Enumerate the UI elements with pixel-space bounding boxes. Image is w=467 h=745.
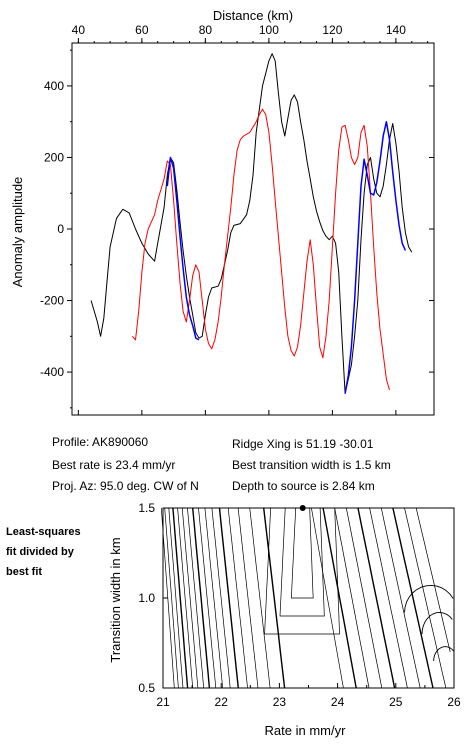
top-x-axis-label: Distance (km) [213, 8, 293, 23]
bottom-x-tick-label: 21 [156, 695, 170, 709]
contour-line-left [168, 507, 184, 689]
top-x-tick-label: 80 [199, 23, 213, 37]
bottom-y-axis: 0.5 1.0 1.5 [138, 501, 168, 695]
info-best-rate: Best rate is 23.4 mm/yr [52, 458, 176, 472]
top-y-tick-label: 200 [44, 150, 64, 164]
contour-lines [160, 507, 455, 689]
bottom-x-axis-label: Rate in mm/yr [265, 723, 347, 738]
contour-line-left [198, 507, 217, 689]
top-x-tick-label: 120 [322, 23, 342, 37]
bottom-x-tick-label: 26 [447, 695, 461, 709]
anomaly-series-line [166, 120, 407, 394]
anomaly-series [90, 53, 413, 394]
contour-line-left [263, 507, 286, 689]
top-y-tick-label: -400 [40, 365, 64, 379]
info-proj-az: Proj. Az: 95.0 deg. CW of N [52, 479, 199, 493]
bottom-y-axis-label: Transition width in km [108, 537, 123, 662]
contour-loop [433, 646, 455, 662]
top-x-tick-label: 140 [386, 23, 406, 37]
bottom-x-tick-label: 25 [389, 695, 403, 709]
contour-line-right [322, 507, 357, 689]
info-depth: Depth to source is 2.84 km [232, 479, 375, 493]
info-best-width: Best transition width is 1.5 km [232, 458, 391, 472]
contour-line-right [369, 507, 408, 689]
bottom-x-tick-label: 22 [215, 695, 229, 709]
contour-line-right [392, 507, 434, 689]
anomaly-series-line [131, 108, 390, 391]
side-note-line-2: fit divided by [6, 546, 74, 558]
bottom-x-tick-label: 23 [273, 695, 287, 709]
contour-loop [421, 611, 453, 635]
top-y-tick-label: 0 [57, 222, 64, 236]
bottom-y-tick-label: 1.0 [138, 591, 155, 605]
contour-line-right [404, 507, 447, 689]
contour-line-left [187, 507, 205, 689]
bottom-x-tick-label: 24 [331, 695, 345, 709]
contour-line-left [227, 507, 248, 689]
contour-plot: 21 22 23 24 25 26 0.5 1.0 1.5 Rate in mm/yr Tra… [108, 501, 461, 738]
anomaly-series-line [90, 53, 413, 394]
contour-line-left [211, 507, 231, 689]
contour-line-right [311, 507, 344, 689]
top-y-axis-label: Anomaly amplitude [10, 177, 25, 288]
contour-line-right [357, 507, 396, 689]
best-fit-marker [299, 505, 306, 511]
contour-line-left [172, 507, 189, 689]
contour-line-center [279, 507, 325, 617]
contour-line-right [415, 507, 451, 653]
contour-line-center [290, 507, 314, 599]
top-x-axis: 40 60 80 100 120 140 [72, 23, 429, 415]
side-note-line-1: Least-squares [6, 526, 81, 538]
contour-line-right [345, 507, 383, 689]
contour-line-left [181, 507, 199, 689]
bottom-y-tick-label: 0.5 [138, 681, 155, 695]
info-ridge-xing: Ridge Xing is 51.19 -30.01 [232, 437, 374, 451]
bottom-x-axis: 21 22 23 24 25 26 [156, 683, 461, 709]
contour-loop [404, 584, 454, 613]
side-note: Least-squares fit divided by best fit [6, 522, 81, 582]
contour-line-left [237, 507, 259, 689]
top-x-tick-label: 100 [259, 23, 279, 37]
contour-line-left [218, 507, 239, 689]
top-y-axis: -400 -200 0 200 400 [40, 49, 434, 409]
contour-line-right [380, 507, 421, 689]
contour-line-left [177, 507, 194, 689]
side-note-line-3: best fit [6, 566, 43, 578]
top-x-tick-label: 40 [72, 23, 86, 37]
contour-line-left [249, 507, 271, 689]
contour-line-left [192, 507, 211, 689]
info-profile: Profile: AK890060 [52, 435, 149, 449]
contour-line-left [204, 507, 224, 689]
contour-line-center [264, 507, 340, 635]
bottom-y-tick-label: 1.5 [138, 501, 155, 515]
top-y-tick-label: -200 [40, 294, 64, 308]
anomaly-plot: 40 60 80 100 120 140 -400 -200 0 200 400 Distance… [10, 8, 435, 416]
contour-line-right [334, 507, 370, 689]
anomaly-plot-frame [71, 42, 435, 416]
top-y-tick-label: 400 [44, 79, 64, 93]
contour-line-left [164, 507, 179, 689]
top-x-tick-label: 60 [135, 23, 149, 37]
